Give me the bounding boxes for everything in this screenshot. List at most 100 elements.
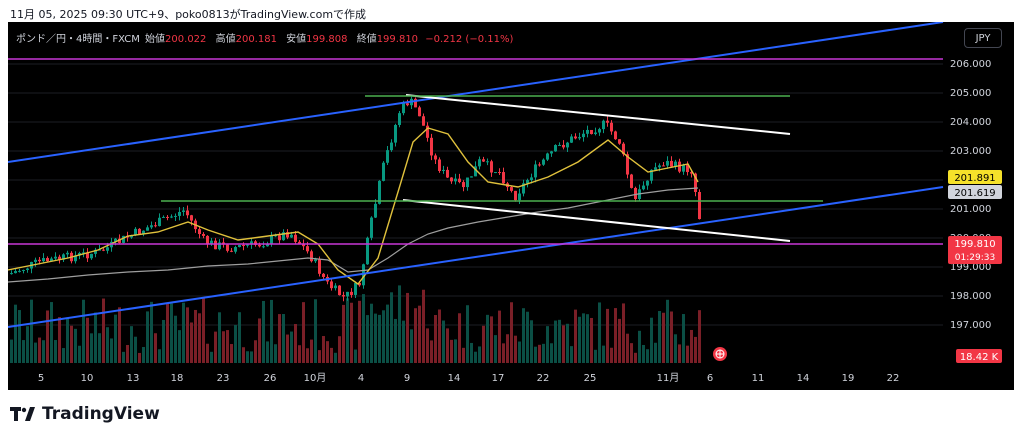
- candle-body: [466, 177, 469, 188]
- volume-bar: [462, 347, 465, 363]
- candle-body: [318, 259, 321, 274]
- volume-bar: [418, 305, 421, 363]
- candle-body: [458, 178, 461, 183]
- volume-bar: [246, 351, 249, 363]
- volume-bar: [122, 351, 125, 363]
- candle-body: [74, 255, 77, 262]
- candle-body: [614, 131, 617, 140]
- volume-bar: [374, 313, 377, 363]
- currency-button[interactable]: JPY: [964, 28, 1002, 48]
- volume-bar: [682, 314, 685, 363]
- candle-body: [422, 116, 425, 126]
- volume-bar: [446, 328, 449, 363]
- price-label: 198.000: [950, 291, 991, 302]
- volume-bar: [210, 351, 213, 363]
- volume-bar: [554, 320, 557, 363]
- candle-body: [106, 247, 109, 251]
- candle-body: [462, 182, 465, 188]
- volume-bar: [382, 310, 385, 363]
- time-label: 19: [842, 373, 855, 384]
- crosshair-target-icon[interactable]: [713, 347, 727, 361]
- volume-bar: [286, 334, 289, 363]
- volume-bar: [522, 308, 525, 363]
- candle-body: [98, 249, 101, 251]
- volume-badge-text: 18.42 K: [960, 352, 999, 363]
- candle-body: [490, 161, 493, 173]
- candle-body: [122, 235, 125, 243]
- candle-body: [602, 120, 605, 130]
- symbol-legend[interactable]: ポンド／円・4時間・FXCM 始値200.022 高値200.181 安値199…: [16, 30, 517, 45]
- candle-body: [482, 159, 485, 162]
- change-value: −0.212 (−0.11%): [425, 34, 514, 45]
- candle-body: [378, 180, 381, 204]
- volume-bar: [174, 315, 177, 363]
- volume-bar: [218, 312, 221, 363]
- candle-body: [406, 103, 409, 106]
- candle-body: [586, 129, 589, 134]
- candle-body: [174, 215, 177, 217]
- candle-body: [610, 122, 613, 132]
- candle-body: [338, 285, 341, 296]
- time-axis[interactable]: 5 10 13 18 23 26 10月 4 9 14 17 22 25 11月…: [38, 372, 900, 384]
- candle-body: [206, 235, 209, 245]
- candle-body: [362, 264, 365, 286]
- volume-bar: [30, 299, 33, 363]
- candle-body: [678, 161, 681, 172]
- volume-bar: [110, 338, 113, 363]
- volume-bar: [54, 340, 57, 363]
- volume-bar: [38, 337, 41, 363]
- candle-body: [630, 174, 633, 188]
- volume-bar: [582, 313, 585, 363]
- volume-bar: [98, 333, 101, 363]
- chart-panel[interactable]: 206.000 205.000 204.000 203.000 202.000 …: [8, 22, 1014, 390]
- candle-body: [442, 169, 445, 172]
- candle-body: [402, 103, 405, 114]
- candle-body: [354, 282, 357, 295]
- volume-bar: [322, 336, 325, 363]
- chart-canvas[interactable]: 206.000 205.000 204.000 203.000 202.000 …: [8, 22, 1014, 390]
- volume-bar: [166, 303, 169, 363]
- candle-body: [578, 137, 581, 139]
- volume-bar: [354, 349, 357, 363]
- candle-body: [674, 161, 677, 167]
- volume-bar: [182, 302, 185, 363]
- close-label: 終値: [356, 34, 377, 45]
- volume-bar: [70, 325, 73, 363]
- volume-bar: [338, 336, 341, 363]
- candle-body: [386, 150, 389, 163]
- candle-body: [346, 291, 349, 297]
- volume-bar: [42, 340, 45, 363]
- volume-bar: [542, 343, 545, 363]
- time-label: 17: [492, 373, 505, 384]
- candle-body: [274, 235, 277, 237]
- time-label: 11: [752, 373, 765, 384]
- price-label: 204.000: [950, 117, 991, 128]
- volume-bar: [270, 299, 273, 363]
- brand-name: TradingView: [42, 404, 160, 424]
- volume-bar: [566, 323, 569, 363]
- candle-body: [78, 252, 81, 256]
- volume-bar: [698, 310, 701, 363]
- candle-body: [118, 238, 121, 243]
- candle-body: [554, 145, 557, 152]
- candle-body: [446, 169, 449, 178]
- time-label: 6: [707, 373, 713, 384]
- time-label: 25: [584, 373, 597, 384]
- candle-body: [10, 273, 13, 275]
- ma-slow-badge-text: 201.619: [954, 188, 995, 199]
- volume-bar: [198, 313, 201, 363]
- volume-bar: [250, 351, 253, 363]
- candle-body: [258, 244, 261, 247]
- footer-logo[interactable]: TradingView: [10, 404, 160, 424]
- last-price-badge: 199.810 01:29:33: [948, 236, 1002, 264]
- volume-bar: [546, 326, 549, 363]
- volume-bar: [178, 330, 181, 363]
- volume-bar: [638, 330, 641, 363]
- volume-bar: [658, 311, 661, 363]
- chart-caption: 11月 05, 2025 09:30 UTC+9、poko0813がTradin…: [10, 8, 367, 21]
- candle-body: [426, 125, 429, 138]
- volume-bar: [190, 322, 193, 363]
- volume-bar: [502, 343, 505, 363]
- volume-bar: [234, 324, 237, 363]
- candle-body: [430, 137, 433, 156]
